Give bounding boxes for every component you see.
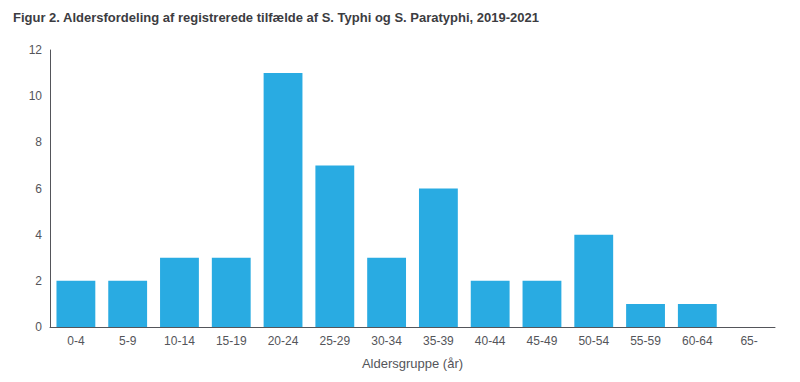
- svg-text:10-14: 10-14: [164, 334, 195, 348]
- svg-text:4: 4: [35, 228, 42, 242]
- svg-text:10: 10: [29, 89, 43, 103]
- svg-text:65-: 65-: [740, 334, 757, 348]
- svg-text:15-19: 15-19: [216, 334, 247, 348]
- svg-text:35-39: 35-39: [423, 334, 454, 348]
- svg-text:25-29: 25-29: [319, 334, 350, 348]
- svg-text:20-24: 20-24: [268, 334, 299, 348]
- svg-text:8: 8: [35, 135, 42, 149]
- svg-text:60-64: 60-64: [682, 334, 713, 348]
- svg-text:0: 0: [35, 320, 42, 334]
- svg-text:40-44: 40-44: [475, 334, 506, 348]
- svg-text:Figur 2. Aldersfordeling af re: Figur 2. Aldersfordeling af registrerede…: [13, 10, 539, 25]
- svg-text:Aldersgruppe (år): Aldersgruppe (år): [362, 356, 463, 371]
- svg-text:45-49: 45-49: [527, 334, 558, 348]
- svg-text:0-4: 0-4: [67, 334, 85, 348]
- svg-text:30-34: 30-34: [371, 334, 402, 348]
- svg-text:2: 2: [35, 274, 42, 288]
- svg-text:6: 6: [35, 182, 42, 196]
- svg-text:55-59: 55-59: [630, 334, 661, 348]
- svg-text:12: 12: [29, 43, 43, 57]
- svg-text:5-9: 5-9: [119, 334, 137, 348]
- svg-text:50-54: 50-54: [578, 334, 609, 348]
